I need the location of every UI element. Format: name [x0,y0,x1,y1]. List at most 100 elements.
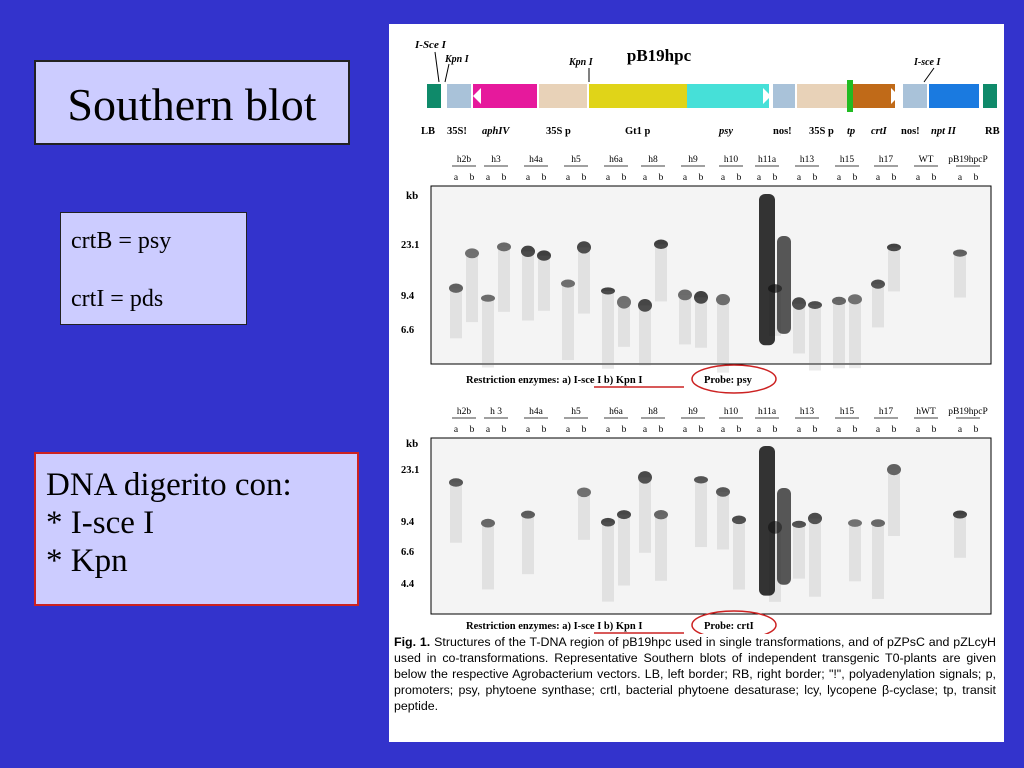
segment-label: nos! [773,126,792,137]
blot-band [694,291,708,304]
blot-band [832,296,846,306]
blot-band [449,283,463,293]
blot-band [953,510,967,519]
lane-sub-b: b [659,173,664,183]
blot-band [601,517,615,527]
blot-band [694,476,708,484]
lane-label: WT [919,155,934,165]
lane-label: h4a [529,407,544,417]
segment-label: nos! [901,126,920,137]
probe-legend: Probe: psy [704,375,753,386]
blot-band [808,512,822,525]
blot-smear [450,482,462,543]
size-marker: 6.6 [401,325,414,336]
lane-sub-a: a [757,425,762,435]
lane-label: h6a [609,407,624,417]
blot-film [430,437,992,615]
blot-smear [639,477,651,553]
segment-label: 35S p [809,126,834,137]
lane-label: h5 [571,407,581,417]
lane-label: h4a [529,155,544,165]
lane-sub-b: b [582,425,587,435]
site-label: Kpn I [444,54,470,65]
blot-smear [562,283,574,361]
site-tick [923,67,935,83]
lane-label: h8 [648,155,658,165]
aphiv-segment [473,84,537,108]
blot-band [561,279,575,288]
blot-smear [888,469,900,536]
lane-sub-a: a [683,425,688,435]
blot-band [678,289,692,301]
arrow-icon [763,88,771,104]
blot-band [577,241,591,254]
lane-sub-a: a [837,425,842,435]
lane-label: h9 [688,155,698,165]
blot-smear [809,518,821,597]
lane-sub-b: b [773,173,778,183]
segment-label: 35S! [447,126,467,137]
blot-smear [872,284,884,328]
blot-smear [717,491,729,550]
segment-label: npt II [931,126,957,137]
segment-labels: LB 35S! aphIV 35S p Gt1 p psy nos! 35S p… [421,126,1000,137]
blot-smear [655,514,667,581]
blot-band [732,515,746,525]
lane-sub-b: b [470,173,475,183]
blot-smear [849,299,861,369]
blot-smear [482,523,494,590]
lane-sub-b: b [773,425,778,435]
blot-band [777,236,791,334]
lane-sub-b: b [659,425,664,435]
lane-label: h2b [457,407,472,417]
blot-smear [639,305,651,366]
gene-line: crtB = psy [71,228,172,254]
lane-label: h5 [571,155,581,165]
lane-sub-a: a [916,425,921,435]
construct-map: pB19hpc I-Sce I Kpn I Kpn I I-sce I [414,39,1000,137]
lane-sub-a: a [876,173,881,183]
site-label: Kpn I [568,57,594,68]
lane-sub-a: a [526,173,531,183]
size-marker: 9.4 [401,291,415,302]
blot-smear [618,302,630,347]
lane-sub-b: b [737,173,742,183]
lane-sub-a: a [606,173,611,183]
blot-smear [954,514,966,558]
blot-smear [793,524,805,579]
size-marker: 23.1 [401,465,419,476]
slide-title: Southern blot [67,79,317,130]
blot-band [777,488,791,585]
enzyme-line: * Kpn [46,543,128,579]
lane-sub-a: a [721,173,726,183]
terminator-segment [903,84,927,108]
blot-smear [888,247,900,292]
lane-label: h11a [758,407,777,417]
blot-smear [679,294,691,345]
promoter-segment [539,84,587,108]
blot-smear [498,246,510,312]
blot-band [638,471,652,484]
blot-band [887,463,901,476]
lane-sub-a: a [486,173,491,183]
site-label: I-Sce I [414,39,447,51]
lane-label: h13 [800,155,815,165]
blot-band [953,249,967,257]
size-marker: 4.4 [401,579,415,590]
lane-sub-b: b [622,173,627,183]
site-label: I-sce I [913,57,941,68]
lane-label: h11a [758,155,777,165]
probe-circle [691,364,777,394]
lane-sub-b: b [542,173,547,183]
blot-smear [522,514,534,575]
blot-band [521,245,535,258]
enzymes-legend: Restriction enzymes: a) I-sce I b) Kpn I [466,375,642,386]
blot-smear [733,519,745,590]
blot-smear [833,300,845,369]
lane-sub-a: a [757,173,762,183]
lane-sub-b: b [974,173,979,183]
lane-label: h3 [491,155,501,165]
lane-sub-b: b [502,173,507,183]
blot-band [792,520,806,528]
segment-label: LB [421,126,435,137]
